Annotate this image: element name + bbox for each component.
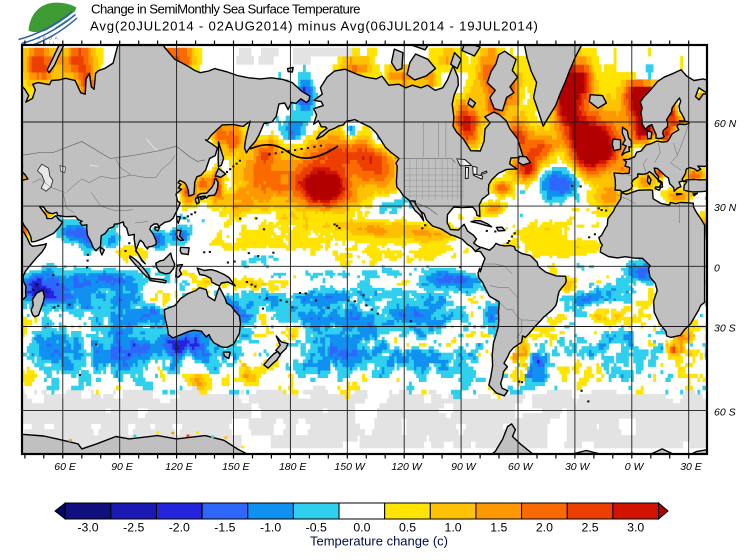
svg-text:30 S: 30 S [714,323,736,335]
svg-text:0: 0 [714,262,720,274]
svg-text:150 E: 150 E [222,461,250,473]
svg-text:60 N: 60 N [714,118,737,130]
svg-text:120 E: 120 E [165,461,193,473]
svg-text:0.5: 0.5 [399,521,416,535]
svg-text:-1.5: -1.5 [214,521,235,535]
svg-text:60 E: 60 E [54,461,77,473]
svg-text:-1.0: -1.0 [260,521,281,535]
svg-text:Temperature change (c): Temperature change (c) [310,534,448,549]
svg-text:HAII: HAII [38,40,58,45]
svg-text:0 W: 0 W [625,461,645,473]
svg-text:-0.5: -0.5 [306,521,327,535]
svg-text:-2.5: -2.5 [123,521,144,535]
svg-text:Avg(20JUL2014 - 02AUG2014) min: Avg(20JUL2014 - 02AUG2014) minus Avg(06J… [90,19,539,34]
svg-text:30 N: 30 N [714,202,737,214]
svg-text:2.5: 2.5 [582,521,599,535]
svg-text:150 W: 150 W [334,461,365,473]
svg-text:120 W: 120 W [391,461,422,473]
svg-text:1.5: 1.5 [490,521,507,535]
svg-text:APUA: APUA [38,36,61,41]
svg-text:3.0: 3.0 [627,521,644,535]
svg-text:90 W: 90 W [451,461,477,473]
svg-text:60 W: 60 W [508,461,534,473]
svg-text:30 E: 30 E [680,461,703,473]
svg-text:0.0: 0.0 [353,521,370,535]
svg-text:1.0: 1.0 [445,521,462,535]
svg-text:-2.0: -2.0 [169,521,190,535]
svg-text:30 W: 30 W [565,461,591,473]
svg-text:-3.0: -3.0 [77,521,98,535]
svg-text:60 S: 60 S [714,407,736,419]
svg-text:90 E: 90 E [111,461,134,473]
svg-text:2.0: 2.0 [536,521,553,535]
svg-text:180 E: 180 E [279,461,307,473]
svg-text:Change in SemiMonthly Sea Surf: Change in SemiMonthly Sea Surface Temper… [91,2,360,17]
